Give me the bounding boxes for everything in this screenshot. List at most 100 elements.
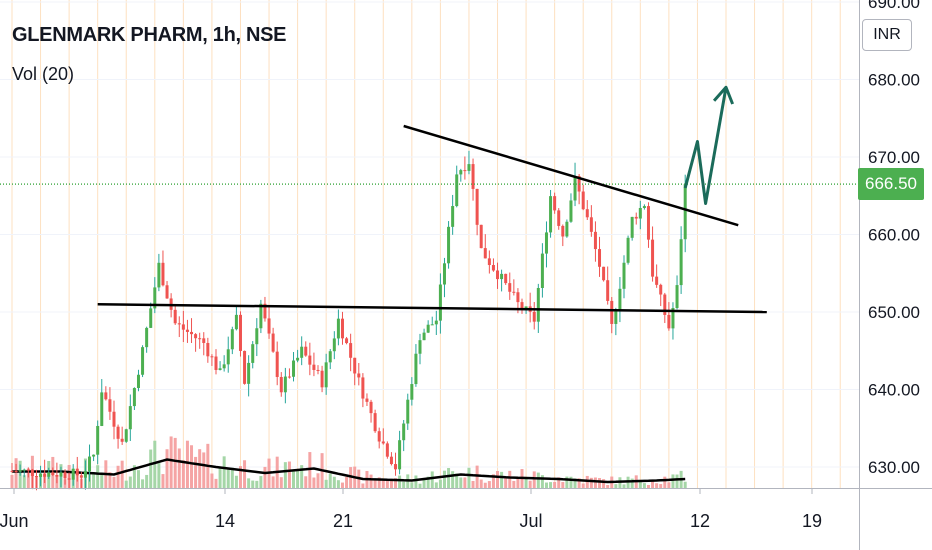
volume-bar: [120, 460, 124, 488]
candle-body: [663, 294, 667, 315]
price-tick-label: 680.00: [868, 71, 920, 90]
candle-body: [10, 470, 14, 472]
volume-bar: [190, 445, 194, 488]
volume-bar: [528, 480, 532, 488]
candle-body: [214, 356, 218, 370]
candle-body: [377, 431, 381, 442]
currency-badge[interactable]: INR: [862, 19, 912, 51]
candle-body: [116, 426, 120, 439]
volume-bar: [491, 474, 495, 488]
candle-body: [402, 423, 406, 441]
time-tick-label: 21: [333, 511, 353, 531]
candle-body: [63, 472, 67, 479]
price-tick-label: 650.00: [868, 303, 920, 322]
candle-body: [136, 374, 140, 389]
candle-body: [598, 249, 602, 267]
candle-body: [316, 369, 320, 371]
volume-bar: [161, 474, 165, 488]
candle-body: [296, 357, 300, 361]
candle-body: [112, 411, 116, 427]
candle-body: [59, 472, 63, 477]
candle-body: [149, 308, 153, 328]
candle-body: [51, 472, 55, 475]
candle-body: [145, 327, 149, 348]
volume-bar: [255, 480, 259, 488]
volume-bar: [671, 474, 675, 488]
volume-bar: [683, 481, 687, 488]
candle-body: [675, 285, 679, 309]
volume-bar: [434, 482, 438, 488]
time-tick-label: 14: [215, 511, 235, 531]
candle-body: [589, 217, 593, 232]
candle-body: [422, 332, 426, 341]
candle-body: [165, 285, 169, 299]
candle-body: [255, 328, 259, 345]
candle-body: [451, 206, 455, 227]
candle-body: [124, 429, 128, 442]
volume-bar: [332, 476, 336, 488]
volume-bar: [422, 477, 426, 488]
volume-bar: [132, 465, 136, 488]
candle-body: [157, 262, 161, 288]
candle-body: [22, 469, 26, 471]
candle-body: [100, 392, 104, 426]
volume-bar: [553, 481, 557, 488]
candle-body: [549, 196, 553, 233]
candle-body: [455, 174, 459, 207]
volume-bar: [373, 480, 377, 488]
candlestick-series: [10, 150, 687, 491]
symbol-title[interactable]: GLENMARK PHARM, 1h, NSE: [12, 24, 287, 46]
candle-body: [55, 474, 59, 477]
volume-bar: [165, 449, 169, 488]
volume-bar: [630, 478, 634, 488]
candle-body: [308, 355, 312, 365]
candle-body: [271, 333, 275, 352]
volume-bar: [471, 480, 475, 488]
candle-body: [459, 170, 463, 175]
price-axis-panel[interactable]: [860, 0, 932, 488]
candle-body: [434, 320, 438, 325]
candle-body: [39, 473, 43, 477]
candle-body: [622, 262, 626, 289]
candle-body: [153, 287, 157, 309]
candle-body: [92, 454, 96, 457]
volume-bar: [487, 481, 491, 488]
time-axis[interactable]: Jun 14 21 Jul 12 19: [0, 488, 822, 531]
volume-bar: [496, 471, 500, 488]
volume-bar: [128, 476, 132, 488]
volume-bar: [410, 482, 414, 488]
volume-bar: [287, 461, 291, 488]
candle-body: [26, 469, 30, 471]
volume-bar: [173, 437, 177, 488]
volume-bar: [544, 482, 548, 488]
volume-bar: [14, 458, 18, 488]
candle-body: [267, 318, 271, 334]
volume-bar: [577, 478, 581, 488]
candle-body: [173, 309, 177, 324]
volume-bar: [479, 479, 483, 488]
volume-bar: [659, 484, 663, 488]
volume-bar: [655, 483, 659, 488]
candle-body: [442, 263, 446, 285]
candle-body: [520, 302, 524, 310]
candle-body: [263, 303, 267, 319]
volume-indicator-label[interactable]: Vol (20): [12, 64, 75, 84]
candle-body: [426, 324, 430, 333]
candle-body: [438, 284, 442, 321]
candle-body: [410, 384, 414, 400]
candle-body: [300, 346, 304, 358]
volume-bar: [414, 475, 418, 488]
candle-body: [181, 324, 185, 330]
volume-bar: [463, 477, 467, 488]
volume-bar: [646, 485, 650, 488]
candle-body: [532, 311, 536, 322]
volume-bar: [667, 482, 671, 488]
candle-body: [638, 207, 642, 219]
candle-body: [202, 338, 206, 343]
volume-bar: [328, 473, 332, 488]
candle-body: [104, 392, 108, 400]
candle-body: [336, 318, 340, 339]
candle-body: [198, 338, 202, 340]
candle-body: [561, 225, 565, 237]
